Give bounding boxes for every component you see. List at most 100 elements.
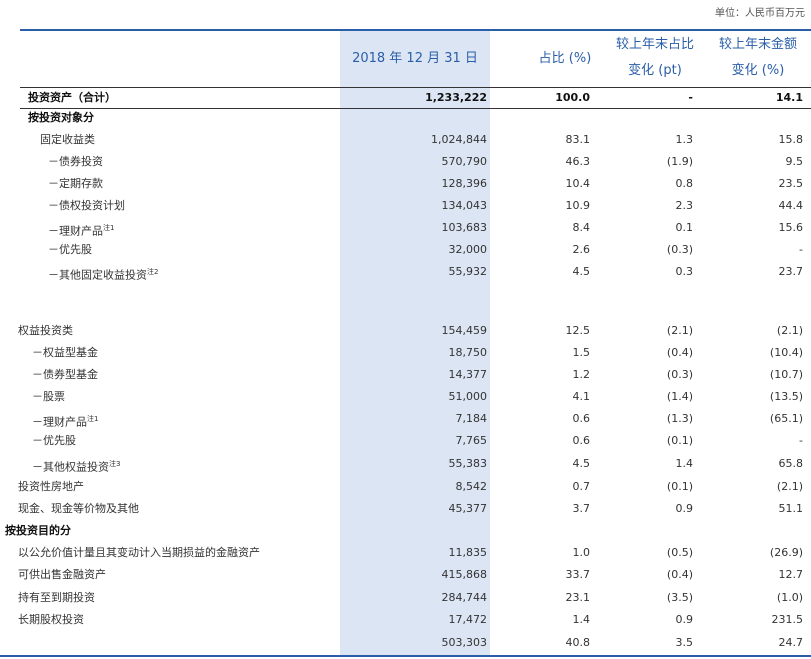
row-cell: 12.5 bbox=[565, 324, 591, 337]
row-cell: 2.3 bbox=[675, 199, 694, 212]
label-text: 现金、现金等价物及其他 bbox=[18, 502, 139, 515]
row-cell: (0.1) bbox=[666, 480, 693, 493]
row-cell: (10.4) bbox=[769, 346, 803, 359]
row-cell: 8.4 bbox=[572, 221, 591, 234]
row-cell: (0.5) bbox=[666, 546, 693, 559]
label-text: 按投资对象分 bbox=[28, 111, 94, 124]
label-text: －债权投资计划 bbox=[48, 199, 125, 212]
label-text: －债券型基金 bbox=[32, 368, 98, 381]
highlight-column bbox=[340, 30, 490, 655]
row-cell: 51,000 bbox=[448, 390, 488, 403]
row-cell: 1.3 bbox=[675, 133, 694, 146]
row-cell: 1.0 bbox=[572, 546, 591, 559]
label-text: 可供出售金融资产 bbox=[18, 568, 106, 581]
row-label: －理财产品注1 bbox=[32, 409, 98, 433]
header-rule bbox=[20, 87, 811, 88]
row-cell: 11,835 bbox=[448, 546, 488, 559]
row-cell: 8,542 bbox=[455, 480, 488, 493]
label-text: －债券投资 bbox=[48, 155, 103, 168]
row-cell: (3.5) bbox=[666, 591, 693, 604]
row-cell: 0.9 bbox=[675, 502, 694, 515]
total-rule bbox=[20, 108, 811, 109]
row-cell: (0.3) bbox=[666, 368, 693, 381]
header-cell: 较上年末占比 bbox=[615, 37, 694, 52]
row-cell: 3.5 bbox=[675, 636, 694, 649]
row-cell: 65.8 bbox=[778, 457, 804, 470]
label-text: －优先股 bbox=[32, 434, 76, 447]
row-cell: 134,043 bbox=[441, 199, 488, 212]
row-cell: 0.6 bbox=[572, 412, 591, 425]
footnote-ref: 注1 bbox=[103, 224, 115, 232]
row-label: －债券投资 bbox=[48, 152, 103, 172]
row-cell: 1.4 bbox=[572, 613, 591, 626]
row-label: 长期股权投资 bbox=[18, 610, 84, 630]
row-cell: 10.4 bbox=[565, 177, 591, 190]
label-text: 投资资产（合计） bbox=[28, 91, 116, 104]
row-cell: 4.1 bbox=[572, 390, 591, 403]
header-cell: 占比 (%) bbox=[538, 51, 592, 66]
row-cell: 1.4 bbox=[675, 457, 694, 470]
row-cell: (2.1) bbox=[666, 324, 693, 337]
row-cell: 12.7 bbox=[778, 568, 804, 581]
label-text: －理财产品 bbox=[32, 415, 87, 429]
label-text: 固定收益类 bbox=[40, 133, 95, 146]
row-cell: (0.3) bbox=[666, 243, 693, 256]
label-text: 权益投资类 bbox=[18, 324, 73, 337]
row-cell: 15.8 bbox=[778, 133, 804, 146]
row-cell: 51.1 bbox=[778, 502, 804, 515]
row-cell: 503,303 bbox=[441, 636, 488, 649]
row-cell: (26.9) bbox=[769, 546, 803, 559]
row-label: －理财产品注1 bbox=[48, 218, 114, 242]
label-text: －其他权益投资 bbox=[32, 460, 109, 474]
label-text: －定期存款 bbox=[48, 177, 103, 190]
row-cell: (1.0) bbox=[776, 591, 803, 604]
header-cell: 2018 年 12 月 31 日 bbox=[352, 51, 478, 66]
row-cell: 100.0 bbox=[555, 91, 590, 104]
label-text: 以公允价值计量且其变动计入当期损益的金融资产 bbox=[18, 546, 260, 559]
row-cell: 33.7 bbox=[565, 568, 591, 581]
row-cell: 40.8 bbox=[565, 636, 591, 649]
row-cell: (10.7) bbox=[769, 368, 803, 381]
header-cell: 较上年末金额 bbox=[718, 37, 797, 52]
row-cell: (0.1) bbox=[666, 434, 693, 447]
row-cell: 9.5 bbox=[785, 155, 804, 168]
row-cell: (2.1) bbox=[776, 324, 803, 337]
row-cell: 1,024,844 bbox=[431, 133, 487, 146]
label-text: 投资性房地产 bbox=[18, 480, 84, 493]
label-text: －其他固定收益投资 bbox=[48, 268, 147, 282]
row-cell: (0.4) bbox=[666, 568, 693, 581]
row-cell: 415,868 bbox=[441, 568, 488, 581]
row-cell: 284,744 bbox=[441, 591, 488, 604]
row-cell: - bbox=[799, 243, 803, 256]
row-cell: (65.1) bbox=[769, 412, 803, 425]
row-label: 按投资目的分 bbox=[5, 521, 71, 541]
header-cell: 变化 (%) bbox=[731, 63, 785, 78]
row-cell: 18,750 bbox=[448, 346, 488, 359]
footnote-ref: 注3 bbox=[109, 460, 121, 468]
row-cell: 10.9 bbox=[565, 199, 591, 212]
row-cell: 0.1 bbox=[675, 221, 694, 234]
row-label: －其他固定收益投资注2 bbox=[48, 262, 158, 286]
row-label: －定期存款 bbox=[48, 174, 103, 194]
row-label: －债券型基金 bbox=[32, 365, 98, 385]
row-cell: 4.5 bbox=[572, 265, 591, 278]
row-label: －其他权益投资注3 bbox=[32, 454, 120, 478]
row-label: －债权投资计划 bbox=[48, 196, 125, 216]
footnote-ref: 注1 bbox=[87, 415, 99, 423]
row-cell: (1.9) bbox=[666, 155, 693, 168]
row-cell: 0.9 bbox=[675, 613, 694, 626]
row-cell: (1.4) bbox=[666, 390, 693, 403]
row-cell: 55,383 bbox=[448, 457, 488, 470]
row-cell: (0.4) bbox=[666, 346, 693, 359]
row-cell: 23.5 bbox=[778, 177, 804, 190]
label-text: 长期股权投资 bbox=[18, 613, 84, 626]
label-text: －权益型基金 bbox=[32, 346, 98, 359]
row-cell: 0.6 bbox=[572, 434, 591, 447]
label-text: －理财产品 bbox=[48, 224, 103, 238]
row-label: 投资资产（合计） bbox=[28, 88, 116, 108]
row-cell: 24.7 bbox=[778, 636, 804, 649]
row-cell: 7,184 bbox=[455, 412, 488, 425]
row-cell: 45,377 bbox=[448, 502, 488, 515]
header-cell: 变化 (pt) bbox=[628, 63, 682, 78]
row-cell: 103,683 bbox=[441, 221, 488, 234]
